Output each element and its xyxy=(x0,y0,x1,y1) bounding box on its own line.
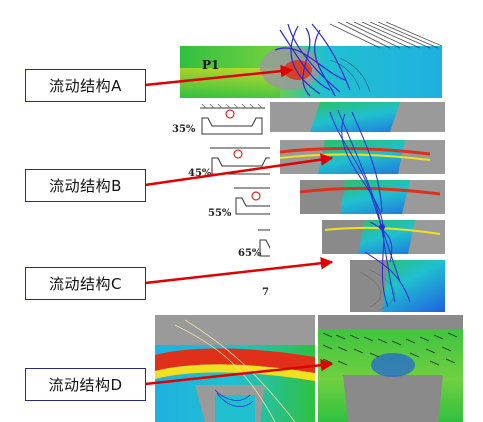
percentage-label: 45% xyxy=(188,168,212,179)
percentage-label: 55% xyxy=(208,208,232,219)
label-flow-structure-b: 流动结构B xyxy=(25,169,146,202)
flow-panel-d-left xyxy=(155,315,315,422)
percentage-label: 35% xyxy=(172,124,196,135)
flow-panel-d-right-graphic xyxy=(318,315,463,422)
label-flow-structure-c: 流动结构C xyxy=(25,267,146,300)
flow-panel-a: P1 xyxy=(180,20,442,98)
flow-panel-d-left-graphic xyxy=(155,315,315,422)
flow-panel-bc-graphic xyxy=(270,102,445,312)
flow-panel-bc xyxy=(270,102,445,312)
section-tag-p1: P1 xyxy=(202,58,220,72)
label-flow-structure-a: 流动结构A xyxy=(25,69,146,102)
flow-panel-d-right xyxy=(318,315,463,422)
label-flow-structure-d: 流动结构D xyxy=(25,368,146,401)
percentage-label: 65% xyxy=(238,248,262,259)
